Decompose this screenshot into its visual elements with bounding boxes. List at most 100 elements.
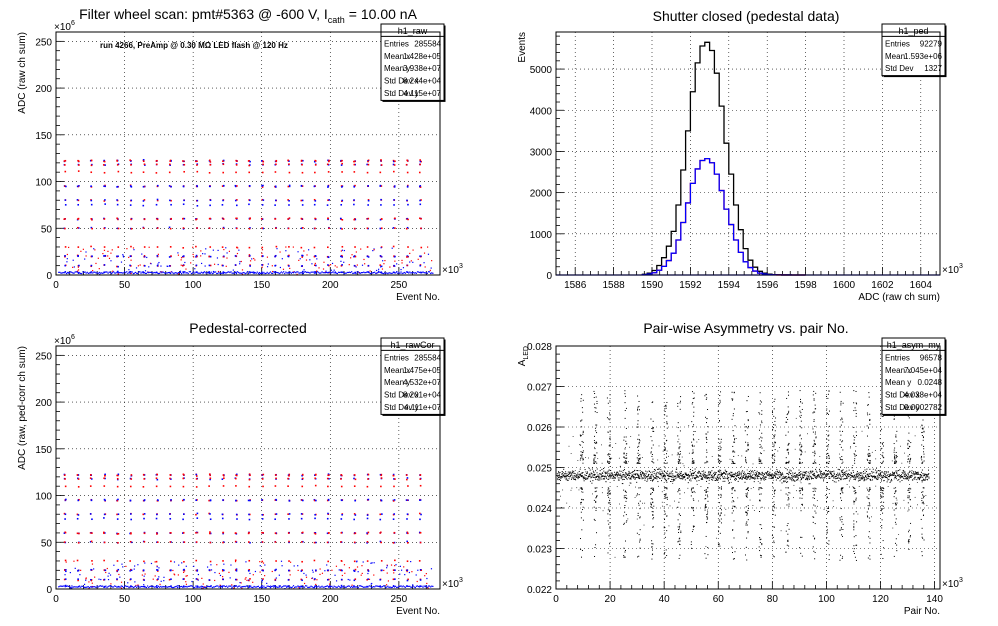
data-point: [91, 227, 93, 230]
data-point: [799, 473, 801, 475]
data-point: [661, 477, 663, 479]
data-point: [369, 270, 371, 272]
data-point: [751, 477, 753, 479]
data-point: [910, 472, 912, 474]
data-point: [798, 469, 800, 471]
data-point: [117, 541, 119, 544]
data-point: [650, 418, 652, 420]
data-point: [664, 496, 666, 498]
data-point: [692, 445, 694, 447]
data-point: [412, 261, 414, 263]
data-point: [326, 517, 329, 520]
data-point: [847, 475, 849, 477]
data-point: [693, 430, 695, 432]
data-point: [64, 246, 67, 248]
data-point: [596, 495, 598, 497]
data-point: [722, 476, 724, 478]
data-point: [679, 408, 681, 410]
data-point: [314, 585, 316, 588]
data-point: [691, 475, 693, 477]
data-point: [850, 472, 852, 474]
data-point: [391, 247, 393, 249]
data-point: [217, 263, 219, 266]
data-point: [155, 517, 158, 520]
data-point: [116, 569, 118, 572]
y-tick-label: 0.024: [527, 504, 552, 515]
data-point: [874, 477, 876, 479]
data-point: [209, 272, 211, 275]
data-point: [269, 585, 272, 587]
data-point: [189, 271, 191, 273]
data-point: [666, 439, 668, 441]
data-point: [405, 499, 408, 501]
data-point: [81, 272, 83, 275]
data-point: [680, 473, 682, 475]
data-point: [581, 498, 583, 500]
data-point: [326, 569, 329, 572]
data-point: [424, 585, 427, 587]
data-point: [327, 485, 329, 488]
data-point: [393, 272, 396, 274]
data-point: [916, 473, 918, 475]
data-point: [149, 585, 151, 588]
data-point: [169, 569, 172, 572]
data-point: [650, 502, 652, 504]
data-point: [154, 575, 156, 577]
data-point: [390, 586, 392, 589]
data-point: [327, 246, 329, 249]
data-point: [427, 585, 430, 587]
data-point: [339, 586, 341, 588]
data-point: [339, 217, 342, 220]
data-point: [58, 586, 60, 588]
data-point: [381, 513, 383, 515]
data-point: [156, 246, 159, 248]
data-point: [354, 218, 357, 221]
data-point: [650, 487, 652, 489]
data-point: [300, 246, 303, 249]
data-point: [172, 569, 174, 572]
data-point: [747, 475, 749, 477]
data-point: [818, 475, 820, 477]
data-point: [891, 480, 893, 482]
data-point: [109, 271, 111, 274]
data-point: [562, 475, 564, 477]
data-point: [638, 409, 640, 411]
data-point: [419, 159, 421, 161]
data-point: [795, 476, 797, 478]
data-point: [341, 586, 343, 588]
data-point: [589, 473, 591, 475]
data-point: [922, 476, 924, 478]
y-axis-label: ALED: [517, 346, 530, 366]
data-point: [430, 586, 432, 588]
data-point: [90, 540, 93, 543]
data-point: [400, 268, 402, 271]
data-point: [712, 475, 714, 477]
data-point: [361, 572, 363, 575]
data-point: [921, 479, 923, 481]
data-point: [244, 586, 246, 588]
data-point: [590, 475, 592, 477]
data-point: [132, 247, 135, 249]
data-point: [97, 272, 99, 274]
data-point: [152, 272, 154, 274]
data-point: [638, 443, 640, 445]
data-point: [359, 585, 362, 587]
data-point: [149, 271, 151, 273]
data-point: [666, 401, 668, 403]
data-point: [328, 159, 330, 162]
data-point: [639, 440, 641, 442]
data-point: [64, 586, 66, 588]
data-point: [666, 498, 668, 500]
data-point: [770, 477, 772, 479]
data-point: [824, 477, 826, 479]
data-point: [633, 473, 635, 475]
data-point: [815, 468, 817, 470]
data-point: [329, 271, 331, 273]
data-point: [288, 586, 290, 588]
data-point: [582, 430, 584, 432]
data-point: [284, 585, 286, 587]
data-point: [707, 477, 709, 479]
data-point: [922, 473, 924, 475]
data-point: [71, 585, 73, 587]
data-point: [102, 252, 104, 255]
